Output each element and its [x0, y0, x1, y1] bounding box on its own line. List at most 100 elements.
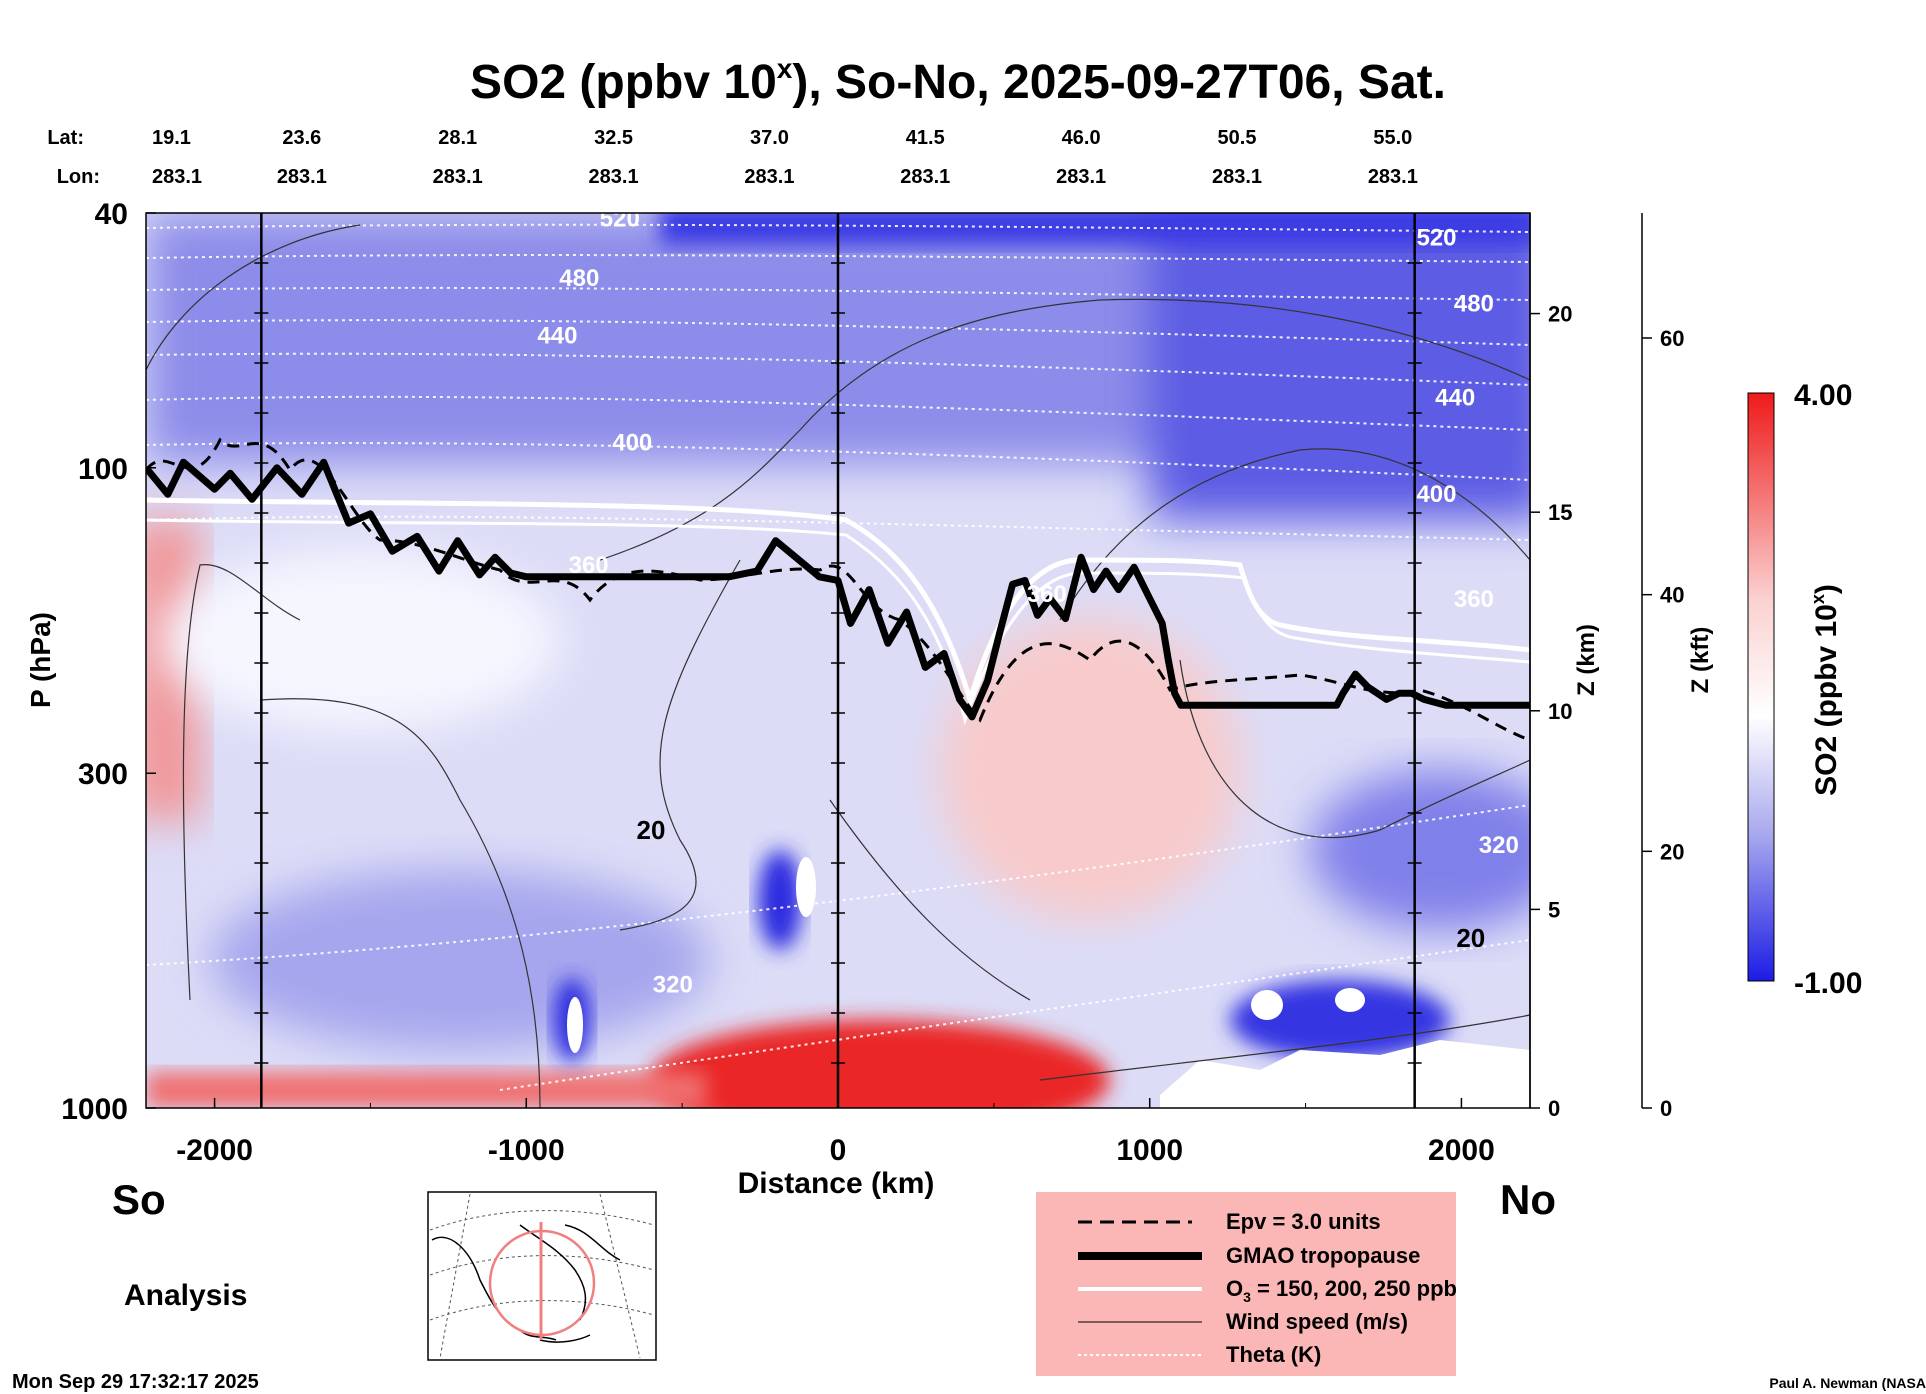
lat-tick-label: 37.0 [750, 127, 789, 149]
lat-tick-label: 19.1 [152, 127, 191, 149]
north-label: No [1500, 1176, 1556, 1223]
graticule-line [429, 1300, 655, 1321]
colorbar-min-label: -1.00 [1794, 967, 1862, 1000]
south-label: So [112, 1176, 166, 1223]
graticule-line [429, 1210, 655, 1231]
theta-contour-label: 360 [1454, 586, 1494, 613]
right-mid-blue [1310, 770, 1530, 930]
y-tick-label: 300 [78, 758, 128, 791]
white-patch-1 [796, 857, 816, 917]
x-tick-label: 1000 [1116, 1134, 1183, 1167]
ozone-contour-2 [146, 518, 1530, 726]
lower-left-blue [210, 870, 710, 1050]
legend-epv-label: Epv = 3.0 units [1226, 1209, 1381, 1234]
theta-contours [146, 223, 1530, 1091]
theta-contour-label: 320 [1479, 832, 1519, 859]
theta-line [146, 223, 1530, 233]
legend-wind-label: Wind speed (m/s) [1226, 1309, 1408, 1334]
legend-tropopause-label: GMAO tropopause [1226, 1243, 1420, 1268]
lat-tick-label: 23.6 [282, 127, 321, 149]
z-kft-tick-label: 0 [1660, 1096, 1672, 1121]
colorbar-max-label: 4.00 [1794, 379, 1852, 412]
wind-line [1179, 659, 1530, 839]
epv-line [146, 437, 1530, 742]
lat-tick-label: 32.5 [594, 127, 633, 149]
title-main: SO2 (ppbv 10 [470, 56, 777, 109]
colorbar-label-main: SO2 (ppbv 10 [1810, 604, 1843, 796]
z-km-tick-label: 15 [1548, 500, 1572, 525]
x-axis: -2000 -1000 0 1000 2000 [176, 1098, 1495, 1167]
top-axis-labels: 19.1 283.1 23.6 283.1 28.1 283.1 32.5 283.1 37.0… [152, 127, 1418, 188]
colorbar-label-end: ) [1810, 584, 1843, 594]
theta-line [146, 352, 1530, 386]
z-km-tick-label: 5 [1548, 897, 1560, 922]
theta-contour-label: 400 [612, 430, 652, 457]
y-tick-label: 100 [78, 453, 128, 486]
z-km-tick-label: 10 [1548, 699, 1572, 724]
lat-tick-label: 46.0 [1062, 127, 1101, 149]
credit: Paul A. Newman (NASA [1769, 1375, 1926, 1391]
z-kft-tick-label: 40 [1660, 583, 1684, 608]
theta-line [146, 442, 1530, 481]
white-patch-4 [1335, 988, 1365, 1012]
theta-contour-label: 320 [653, 971, 693, 998]
title-superscript: x [777, 53, 793, 84]
wind-line [829, 799, 1031, 1001]
theta-line [146, 254, 1530, 263]
chart-title: SO2 (ppbv 10x), So-No, 2025-09-27T06, Sa… [470, 53, 1446, 109]
inset-map [427, 1191, 657, 1361]
lat-tick-label: 50.5 [1218, 127, 1257, 149]
theta-line [146, 515, 1530, 541]
legend-theta-label: Theta (K) [1226, 1342, 1321, 1367]
legend-ozone-label: O3 = 150, 200, 250 ppb [1226, 1276, 1457, 1305]
legend-ozone-label-post: = 150, 200, 250 ppb [1251, 1276, 1457, 1301]
lat-tick-label: 41.5 [906, 127, 945, 149]
theta-contour-label: 400 [1416, 481, 1456, 508]
lat-tick-label: 55.0 [1373, 127, 1412, 149]
mid-white-left [160, 550, 560, 730]
x-tick-label: -2000 [176, 1134, 253, 1167]
surface-red [650, 1020, 1110, 1108]
theta-contour-label: 480 [559, 265, 599, 292]
legend-ozone-label-sub: 3 [1243, 1289, 1251, 1305]
wind-line [1059, 448, 1530, 621]
lon-axis-label: Lon: [57, 166, 100, 188]
lon-tick-label: 283.1 [589, 166, 639, 188]
z-kft-tick-label: 60 [1660, 326, 1684, 351]
colorbar [1747, 392, 1775, 982]
theta-contour-label: 440 [537, 323, 577, 350]
timestamp: Mon Sep 29 17:32:17 2025 [12, 1371, 259, 1393]
lat-axis-label: Lat: [47, 127, 84, 149]
x-axis-label: Distance (km) [738, 1167, 935, 1200]
theta-contour-label: 360 [569, 552, 609, 579]
theta-line [146, 395, 1530, 431]
ozone-contour [146, 497, 1530, 709]
right-surface-white [1160, 1040, 1530, 1108]
z-kft-tick-label: 20 [1660, 839, 1684, 864]
y-axis-label: P (hPa) [25, 612, 56, 708]
theta-contour-label: 520 [600, 206, 640, 233]
theta-line [146, 804, 1530, 966]
lon-tick-label: 283.1 [1056, 166, 1106, 188]
wind-contour-label: 20 [637, 815, 666, 845]
x-tick-label: -1000 [488, 1134, 565, 1167]
wind-line [1039, 1014, 1530, 1081]
z-km-tick-label: 20 [1548, 302, 1572, 327]
wind-line [182, 564, 301, 1001]
theta-contour-label: 480 [1454, 290, 1494, 317]
lon-tick-label: 283.1 [277, 166, 327, 188]
theta-contour-label: 360 [1027, 581, 1067, 608]
wind-line [259, 698, 541, 1108]
theta-contour-label: 440 [1435, 385, 1475, 412]
lon-tick-label: 283.1 [1368, 166, 1418, 188]
lon-tick-label: 283.1 [900, 166, 950, 188]
title-rest: ), So-No, 2025-09-27T06, Sat. [792, 56, 1446, 109]
wind-contours [146, 224, 1530, 1108]
white-patch-2 [567, 997, 583, 1053]
z-km-axis: 0 5 10 15 20 [1529, 213, 1572, 1121]
z-km-axis-label: Z (km) [1573, 624, 1600, 696]
lon-tick-label: 283.1 [744, 166, 794, 188]
vertical-markers [254, 213, 1422, 1108]
